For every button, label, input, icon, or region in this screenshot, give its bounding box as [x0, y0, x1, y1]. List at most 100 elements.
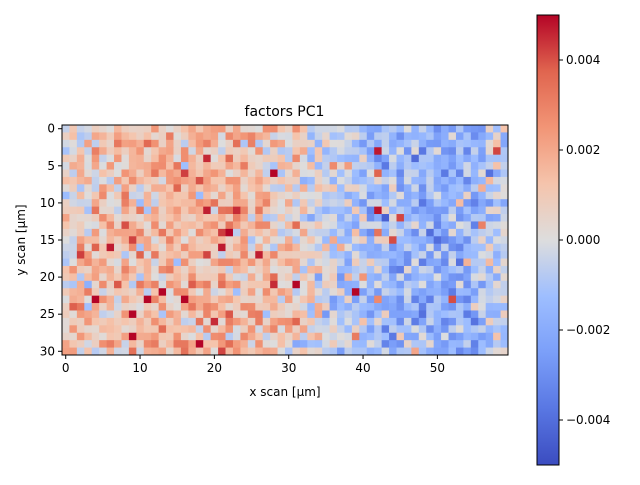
heatmap-cell: [344, 273, 353, 282]
heatmap-cell: [463, 184, 472, 193]
heatmap-cell: [128, 162, 137, 170]
heatmap-cell: [366, 206, 375, 215]
heatmap-cell: [455, 206, 464, 215]
heatmap-cell: [277, 125, 286, 133]
heatmap-cell: [418, 184, 427, 193]
heatmap-cell: [403, 206, 412, 215]
heatmap-cell: [292, 191, 301, 200]
heatmap-cell: [351, 340, 360, 348]
heatmap-cell: [381, 236, 390, 245]
heatmap-cell: [128, 199, 137, 207]
heatmap-cell: [329, 214, 338, 222]
heatmap-cell: [84, 132, 93, 141]
heatmap-cell: [344, 169, 353, 178]
heatmap-cell: [314, 176, 323, 185]
heatmap-cell: [218, 280, 226, 289]
heatmap-cell: [478, 243, 487, 252]
heatmap-cell: [433, 265, 442, 274]
heatmap-cell: [277, 258, 286, 267]
heatmap-cell: [455, 273, 464, 282]
heatmap-cell: [441, 125, 449, 133]
heatmap-cell: [299, 295, 308, 304]
heatmap-cell: [292, 125, 301, 133]
heatmap-cell: [478, 228, 487, 237]
heatmap-cell: [374, 251, 382, 259]
heatmap-cell: [173, 147, 182, 156]
heatmap-cell: [322, 191, 330, 200]
heatmap-cell: [337, 310, 345, 319]
heatmap-cell: [344, 325, 353, 334]
heatmap-cell: [136, 199, 145, 207]
heatmap-cell: [426, 132, 435, 141]
heatmap-cell: [381, 332, 390, 341]
heatmap-cell: [166, 340, 174, 348]
heatmap-cell: [374, 340, 382, 348]
heatmap-cell: [210, 125, 219, 133]
heatmap-cell: [232, 347, 241, 356]
heatmap-cell: [396, 325, 405, 334]
heatmap-cell: [247, 325, 256, 334]
heatmap-cell: [180, 243, 189, 252]
heatmap-cell: [69, 132, 78, 141]
heatmap-cell: [277, 139, 286, 148]
heatmap-cell: [314, 169, 323, 178]
heatmap-cell: [337, 154, 345, 163]
heatmap-cell: [493, 169, 501, 178]
heatmap-cell: [381, 347, 390, 356]
heatmap-cell: [69, 199, 78, 207]
heatmap-cell: [76, 280, 85, 289]
heatmap-cell: [314, 139, 323, 148]
heatmap-cell: [210, 154, 219, 163]
heatmap-cell: [455, 295, 464, 304]
heatmap-cell: [433, 162, 442, 170]
heatmap-cell: [232, 310, 241, 319]
heatmap-cell: [240, 265, 249, 274]
heatmap-cell: [151, 206, 159, 215]
heatmap-cell: [329, 347, 338, 356]
heatmap-cell: [411, 303, 420, 311]
heatmap-cell: [411, 258, 420, 267]
heatmap-cell: [91, 347, 100, 356]
heatmap-cell: [292, 184, 301, 193]
heatmap-cell: [262, 295, 271, 304]
heatmap-cell: [128, 332, 137, 341]
heatmap-cell: [195, 295, 204, 304]
heatmap-cell: [151, 139, 159, 148]
heatmap-cell: [99, 206, 107, 215]
heatmap-cell: [232, 325, 241, 334]
heatmap-cell: [69, 214, 78, 222]
heatmap-cell: [344, 280, 353, 289]
heatmap-cell: [262, 184, 271, 193]
heatmap-cell: [121, 214, 130, 222]
heatmap-cell: [128, 191, 137, 200]
heatmap-cell: [218, 206, 226, 215]
heatmap-cell: [299, 303, 308, 311]
heatmap-cell: [314, 154, 323, 163]
heatmap-cell: [418, 206, 427, 215]
heatmap-cell: [121, 303, 130, 311]
heatmap-cell: [441, 199, 449, 207]
heatmap-cell: [299, 317, 308, 326]
heatmap-cell: [76, 258, 85, 267]
heatmap-cell: [62, 325, 70, 334]
heatmap-cell: [91, 199, 100, 207]
heatmap-cell: [463, 265, 472, 274]
heatmap-cell: [285, 221, 293, 230]
heatmap-cell: [485, 154, 494, 163]
heatmap-cell: [396, 214, 405, 222]
heatmap-cell: [329, 325, 338, 334]
heatmap-cell: [69, 303, 78, 311]
heatmap-cell: [114, 310, 122, 319]
heatmap-cell: [84, 310, 93, 319]
heatmap-cell: [136, 258, 145, 267]
heatmap-cell: [366, 169, 375, 178]
heatmap-cell: [478, 169, 487, 178]
heatmap-cell: [299, 310, 308, 319]
heatmap-cell: [418, 139, 427, 148]
heatmap-cell: [448, 214, 457, 222]
heatmap-cell: [411, 147, 420, 156]
heatmap-cell: [485, 303, 494, 311]
heatmap-cell: [329, 332, 338, 341]
